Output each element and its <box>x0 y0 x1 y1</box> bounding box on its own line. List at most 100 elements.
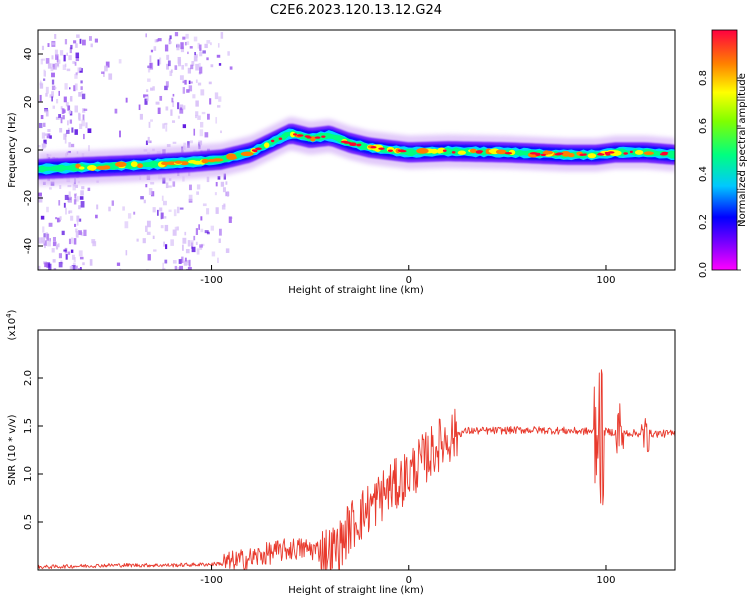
spectrogram-noise-cell <box>157 38 162 42</box>
spectrogram-noise-cell <box>60 117 63 124</box>
spectrogram-noise-cell <box>74 194 76 199</box>
spectrogram-noise-cell <box>80 190 84 196</box>
spectrogram-noise-cell <box>67 120 69 126</box>
spectrogram-noise-cell <box>70 215 74 221</box>
spectrogram-noise-cell <box>215 117 218 124</box>
spectrogram-noise-cell <box>74 129 78 135</box>
spectrogram-noise-cell <box>38 237 42 244</box>
spectrogram-noise-cell <box>43 142 46 149</box>
spectrogram-noise-cell <box>199 44 202 51</box>
spectrogram-noise-cell <box>70 96 73 102</box>
spectrogram-noise-cell <box>169 70 173 77</box>
spectrogram-noise-cell <box>38 145 41 148</box>
spectrogram-noise-cell <box>186 261 190 266</box>
spectrogram-noise-cell <box>165 244 168 250</box>
spectrogram-hotspot <box>115 161 127 168</box>
spectrogram-hotspot <box>130 161 138 168</box>
svg-text:(x104): (x104) <box>5 309 18 340</box>
spectrogram-noise-cell <box>78 250 83 257</box>
spectrogram-panel: -100 0 100 -40 -20 0 20 40 Height of straight … <box>7 29 676 296</box>
spectrogram-noise-cell <box>147 65 151 73</box>
spectrogram-peak <box>370 146 377 149</box>
spectrogram-noise-cell <box>150 119 153 122</box>
spectrogram-noise-cell <box>73 85 76 92</box>
spectrogram-x-tick-label: 0 <box>406 275 412 286</box>
spectrogram-noise-cell <box>111 200 114 206</box>
spectrogram-noise-cell <box>229 66 233 70</box>
spectrogram-noise-cell <box>184 257 187 262</box>
spectrogram-noise-cell <box>218 238 221 243</box>
spectrogram-noise-cell <box>75 52 80 59</box>
spectrogram-noise-cell <box>179 108 184 114</box>
spectrogram-peak <box>251 149 257 152</box>
spectrogram-noise-cell <box>199 245 203 250</box>
spectrogram-noise-cell <box>193 235 196 241</box>
spectrogram-peak <box>607 151 615 154</box>
spectrogram-noise-cell <box>44 133 48 136</box>
spectrogram-noise-cell <box>38 265 41 270</box>
snr-y-label: SNR (10 * v/v) <box>7 414 18 485</box>
spectrogram-peak <box>348 142 357 145</box>
spectrogram-noise-cell <box>214 92 219 100</box>
spectrogram-peak <box>321 135 326 138</box>
spectrogram-peak <box>556 152 564 155</box>
spectrogram-noise-cell <box>187 51 189 55</box>
spectrogram-noise-cell <box>196 184 201 190</box>
spectrogram-noise-cell <box>179 265 184 270</box>
spectrogram-hotspot <box>240 151 254 157</box>
spectrogram-noise-cell <box>78 268 82 270</box>
spectrogram-noise-cell <box>190 140 193 144</box>
spectrogram-noise-cell <box>76 215 80 222</box>
spectrogram-noise-cell <box>187 240 191 247</box>
spectrogram-noise-cell <box>39 80 42 86</box>
spectrogram-noise-cell <box>182 80 185 84</box>
spectrogram-noise-cell <box>179 104 184 110</box>
spectrogram-peak <box>605 153 611 156</box>
snr-series-line <box>38 369 675 570</box>
spectrogram-noise-cell <box>210 64 214 68</box>
spectrogram-noise-cell <box>206 176 210 183</box>
spectrogram-noise-cell <box>195 228 199 236</box>
spectrogram-noise-cell <box>153 46 157 51</box>
spectrogram-noise-cell <box>79 256 84 260</box>
snr-x-ticks: -100 0 100 <box>200 565 616 586</box>
spectrogram-noise-cell <box>217 257 219 263</box>
spectrogram-noise-cell <box>165 81 169 88</box>
spectrogram-noise-cell <box>197 82 202 86</box>
spectrogram-noise-cell <box>55 116 60 120</box>
spectrogram-noise-cell <box>52 105 55 109</box>
spectrogram-y-label: Frequency (Hz) <box>7 112 18 188</box>
spectrogram-y-tick-label: 40 <box>23 48 34 61</box>
spectrogram-noise-cell <box>182 36 186 40</box>
spectrogram-noise-cell <box>159 207 163 212</box>
spectrogram-noise-cell <box>43 240 47 246</box>
spectrogram-noise-cell <box>206 231 210 235</box>
spectrogram-noise-cell <box>78 113 81 121</box>
spectrogram-noise-cell <box>188 184 192 191</box>
spectrogram-noise-cell <box>193 55 198 62</box>
spectrogram-noise-cell <box>199 121 204 128</box>
spectrogram-noise-cell <box>199 51 203 57</box>
spectrogram-noise-cell <box>184 79 187 85</box>
spectrogram-noise-cell <box>180 258 183 264</box>
spectrogram-noise-cell <box>222 187 226 193</box>
spectrogram-noise-cell <box>189 46 193 49</box>
spectrogram-noise-cell <box>92 241 97 247</box>
snr-y-scale-prefix: (x10 <box>7 318 18 341</box>
spectrogram-noise-cell <box>184 63 188 67</box>
spectrogram-noise-cell <box>136 238 139 242</box>
spectrogram-noise-cell <box>218 96 222 102</box>
spectrogram-noise-cell <box>184 41 187 46</box>
snr-y-tick-label: 0.5 <box>23 514 34 530</box>
spectrogram-noise-cell <box>149 55 152 63</box>
spectrogram-noise-cell <box>70 143 75 148</box>
spectrogram-peak <box>270 139 275 143</box>
spectrogram-noise-cell <box>62 64 67 70</box>
spectrogram-noise-cell <box>146 231 151 235</box>
spectrogram-noise-cell <box>209 98 212 105</box>
spectrogram-noise-cell <box>114 108 118 114</box>
spectrogram-noise-cell <box>64 39 68 45</box>
spectrogram-noise-cell <box>188 80 191 85</box>
spectrogram-noise-cell <box>172 141 177 144</box>
spectrogram-noise-cell <box>53 268 57 270</box>
